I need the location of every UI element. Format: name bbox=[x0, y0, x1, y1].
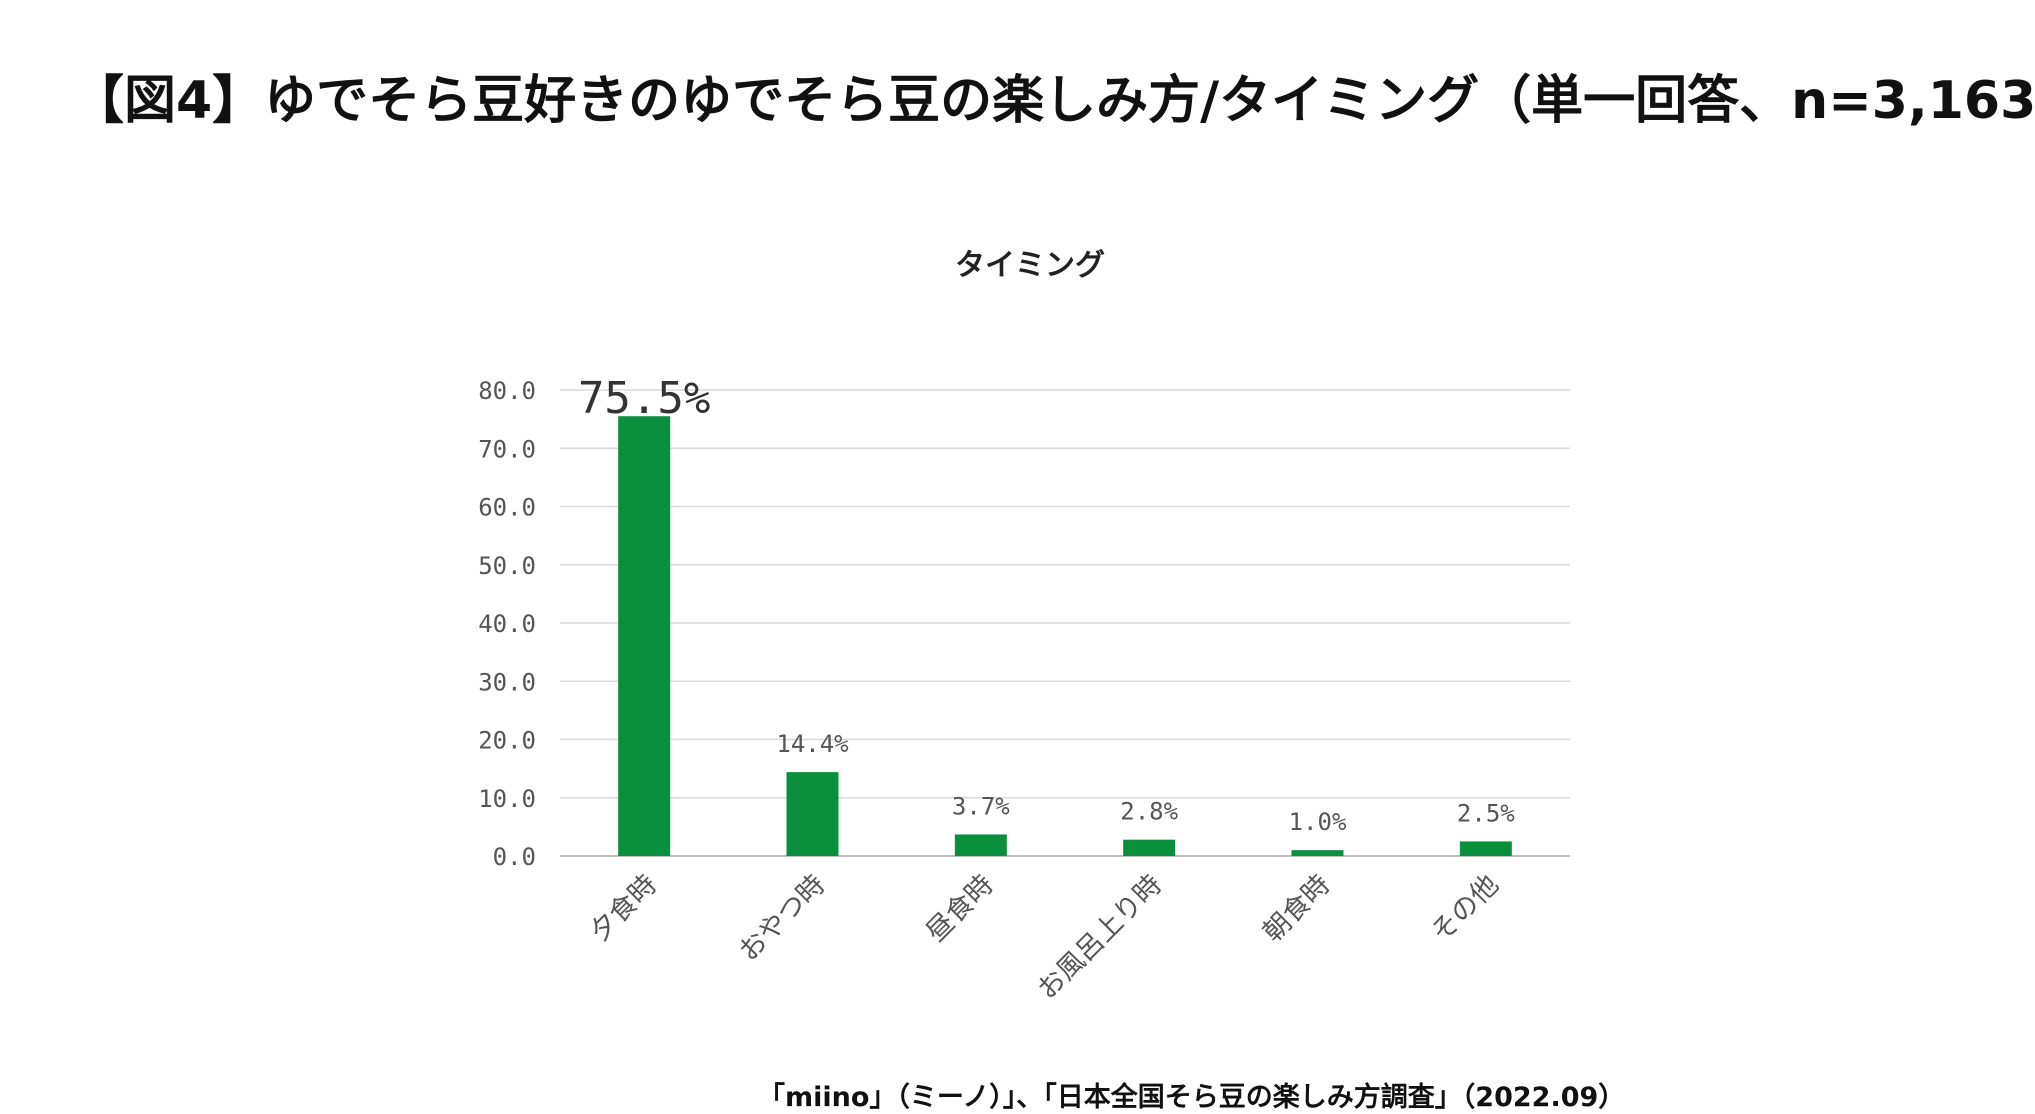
bar bbox=[1459, 841, 1512, 856]
x-category-label: お風呂上り時 bbox=[1032, 869, 1168, 1005]
x-category-label: 朝食時 bbox=[1257, 869, 1336, 948]
bars bbox=[618, 416, 1512, 856]
y-tick-label: 80.0 bbox=[478, 377, 536, 405]
data-label: 2.5% bbox=[1457, 799, 1515, 827]
y-tick-label: 50.0 bbox=[478, 552, 536, 580]
data-label: 2.8% bbox=[1120, 798, 1178, 826]
y-tick-label: 10.0 bbox=[478, 785, 536, 813]
y-tick-label: 60.0 bbox=[478, 494, 536, 522]
x-category-label: 昼食時 bbox=[921, 869, 1000, 948]
x-category-label: 夕食時 bbox=[584, 869, 663, 948]
bar bbox=[1123, 839, 1176, 856]
data-labels: 75.5% 14.4% 3.7% 2.8% 1.0% 2.5% bbox=[578, 373, 1515, 836]
bar bbox=[1291, 850, 1344, 856]
y-axis-ticks: 0.0 10.0 20.0 30.0 40.0 50.0 60.0 70.0 80.0 bbox=[478, 377, 536, 871]
y-tick-label: 40.0 bbox=[478, 610, 536, 638]
gridlines bbox=[560, 389, 1570, 857]
bar bbox=[786, 772, 839, 856]
bar bbox=[618, 416, 671, 856]
y-tick-label: 70.0 bbox=[478, 435, 536, 463]
x-category-label: その他 bbox=[1426, 869, 1505, 948]
page-heading: 【図4】ゆでそら豆好きのゆでそら豆の楽しみ方/タイミング（単一回答、n=3,16… bbox=[72, 71, 2035, 131]
data-label: 14.4% bbox=[776, 730, 849, 758]
source-note: 「miino」（ミーノ）」、「日本全国そら豆の楽しみ方調査」（2022.09） bbox=[758, 1082, 1626, 1113]
chart-title: タイミング bbox=[955, 248, 1105, 283]
y-tick-label: 0.0 bbox=[493, 843, 536, 871]
data-label: 3.7% bbox=[952, 792, 1010, 820]
y-tick-label: 30.0 bbox=[478, 668, 536, 696]
data-label: 1.0% bbox=[1289, 808, 1347, 836]
x-category-label: おやつ時 bbox=[733, 869, 831, 967]
data-label: 75.5% bbox=[578, 373, 710, 424]
x-axis-categories: 夕食時 おやつ時 昼食時 お風呂上り時 朝食時 その他 bbox=[584, 869, 1505, 1005]
bar bbox=[954, 834, 1007, 856]
y-tick-label: 20.0 bbox=[478, 727, 536, 755]
